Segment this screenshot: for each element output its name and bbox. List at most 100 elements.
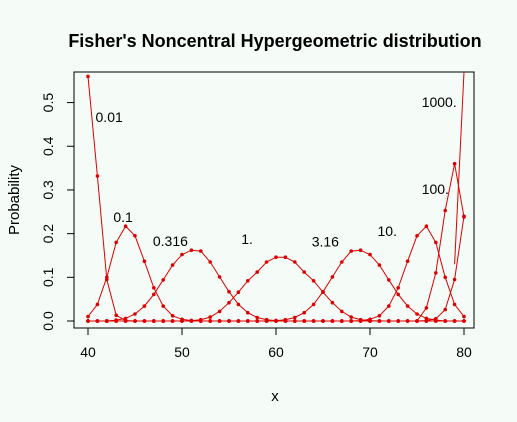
data-point [246, 279, 250, 283]
data-point [321, 319, 325, 323]
series-label: 0.1 [113, 209, 133, 225]
data-point [368, 319, 372, 323]
data-point [387, 304, 391, 308]
data-point [246, 319, 250, 323]
data-point [462, 215, 466, 219]
data-point [133, 319, 137, 323]
data-point [199, 319, 203, 323]
data-point [161, 304, 165, 308]
series-line [88, 163, 465, 322]
data-point [152, 286, 156, 290]
data-point [236, 319, 241, 323]
data-point [377, 314, 382, 318]
data-point [161, 319, 165, 323]
data-point [170, 319, 175, 323]
data-point [170, 263, 175, 267]
data-point [349, 315, 354, 319]
plot-frame [73, 71, 475, 329]
data-point [86, 319, 90, 323]
data-point [123, 316, 128, 321]
data-point [340, 309, 344, 314]
data-point [387, 319, 391, 323]
data-point [330, 300, 335, 305]
y-tick-label: 0.1 [40, 267, 56, 287]
data-point [152, 292, 156, 297]
data-point [217, 319, 222, 323]
data-point [86, 314, 90, 319]
data-point [302, 319, 307, 323]
data-point [142, 259, 147, 264]
data-point [405, 304, 410, 308]
data-point [236, 290, 241, 295]
data-point [377, 319, 382, 323]
data-point [434, 317, 438, 321]
data-point [293, 260, 297, 264]
data-point [302, 310, 307, 315]
data-point [264, 260, 269, 264]
data-point [293, 319, 297, 323]
data-point [443, 307, 448, 312]
data-point [217, 309, 222, 314]
x-axis-label: x [271, 388, 279, 405]
data-point [283, 255, 288, 259]
y-axis: 0.0 0.1 0.2 0.3 0.4 0.5 [40, 93, 75, 331]
x-axis: 40 50 60 70 80 [80, 327, 472, 360]
tail-line [454, 71, 465, 265]
data-point [274, 255, 278, 259]
series-label: 1000. [422, 94, 457, 110]
data-point [452, 302, 457, 307]
data-point [311, 279, 316, 283]
data-point [255, 270, 259, 274]
data-point [95, 319, 100, 323]
data-point [246, 310, 250, 315]
data-point [114, 319, 118, 323]
data-point [452, 277, 457, 282]
data-point [189, 319, 194, 323]
data-point [152, 319, 156, 323]
data-point [236, 302, 241, 307]
data-point [227, 289, 231, 294]
data-point [105, 275, 109, 280]
chart-title: Fisher's Noncentral Hypergeometric distr… [68, 31, 481, 51]
series-label: 1. [241, 231, 253, 247]
data-point [415, 319, 419, 323]
data-point [180, 252, 184, 257]
data-point [95, 302, 100, 307]
data-point [208, 319, 212, 323]
series-label: 100. [422, 181, 449, 197]
data-point [330, 319, 335, 323]
data-point [462, 319, 466, 323]
data-point [424, 306, 429, 310]
series-label: 0.316 [153, 233, 188, 249]
data-point [293, 315, 297, 320]
data-point [133, 234, 137, 238]
data-point [396, 319, 401, 323]
data-point [227, 319, 231, 323]
data-point [208, 260, 212, 264]
data-point [321, 289, 325, 294]
data-point [443, 275, 448, 280]
series-lines [87, 71, 465, 322]
data-point [396, 292, 401, 297]
data-point [415, 234, 419, 238]
series-points [86, 74, 466, 323]
data-point [415, 312, 419, 316]
data-point [349, 249, 354, 253]
x-tick-label: 40 [80, 344, 96, 360]
data-point [180, 319, 184, 323]
data-point [189, 248, 194, 252]
data-point [396, 286, 401, 290]
x-tick-label: 80 [456, 344, 472, 360]
y-tick-label: 0.4 [40, 136, 56, 156]
data-point [114, 313, 118, 318]
data-point [405, 319, 410, 323]
data-point [142, 304, 147, 308]
data-point [462, 314, 466, 319]
data-point [105, 319, 109, 323]
y-axis-label: Probability [6, 164, 23, 235]
data-point [264, 319, 269, 323]
data-point [340, 319, 344, 323]
data-point [434, 271, 438, 275]
data-point [217, 275, 222, 279]
